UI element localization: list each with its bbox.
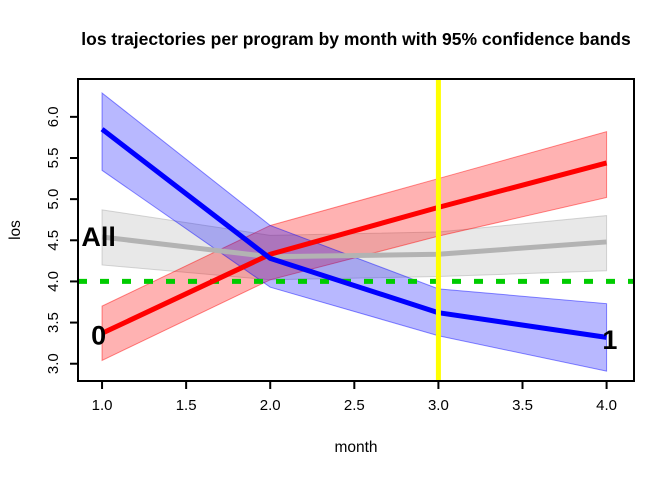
confidence-band-all-programs <box>101 209 608 281</box>
x-tick-label: 4.0 <box>596 397 617 414</box>
y-tick-label: 5.5 <box>45 148 62 169</box>
series-labels-layer: All 0 1 <box>81 222 617 355</box>
trend-lines-layer <box>100 127 608 340</box>
confidence-band-program-1 <box>101 91 608 372</box>
trend-line-program-1 <box>100 127 607 340</box>
trend-line-all-programs <box>101 234 607 260</box>
y-tick-label: 3.0 <box>45 353 62 374</box>
confidence-bands-layer <box>101 91 608 372</box>
x-axis-title: month <box>334 439 377 456</box>
chart-title: los trajectories per program by month wi… <box>81 29 631 49</box>
y-tick-label: 6.0 <box>45 106 62 127</box>
axes-layer: 1.0 1.5 2.0 2.5 3.0 3.5 4.0 3.0 3.5 4.0 4.5 5.0 5.5 6… <box>45 106 617 414</box>
confidence-band-program-0 <box>101 131 608 362</box>
series-label-all-programs: All <box>81 222 116 252</box>
y-tick-label: 5.0 <box>45 189 62 210</box>
y-tick-label: 3.5 <box>45 312 62 333</box>
y-tick-label: 4.5 <box>45 230 62 251</box>
x-tick-label: 2.0 <box>260 397 281 414</box>
series-label-program-1: 1 <box>602 325 617 355</box>
x-tick-label: 3.5 <box>512 397 533 414</box>
trend-line-program-0 <box>100 160 608 336</box>
x-tick-label: 2.5 <box>344 397 365 414</box>
x-tick-label: 1.0 <box>92 397 113 414</box>
y-axis-title: los <box>7 220 24 240</box>
plot-box-border <box>77 78 635 382</box>
x-tick-label: 3.0 <box>428 397 449 414</box>
y-tick-label: 4.0 <box>45 271 62 292</box>
series-label-program-0: 0 <box>91 321 106 351</box>
x-tick-label: 1.5 <box>176 397 197 414</box>
